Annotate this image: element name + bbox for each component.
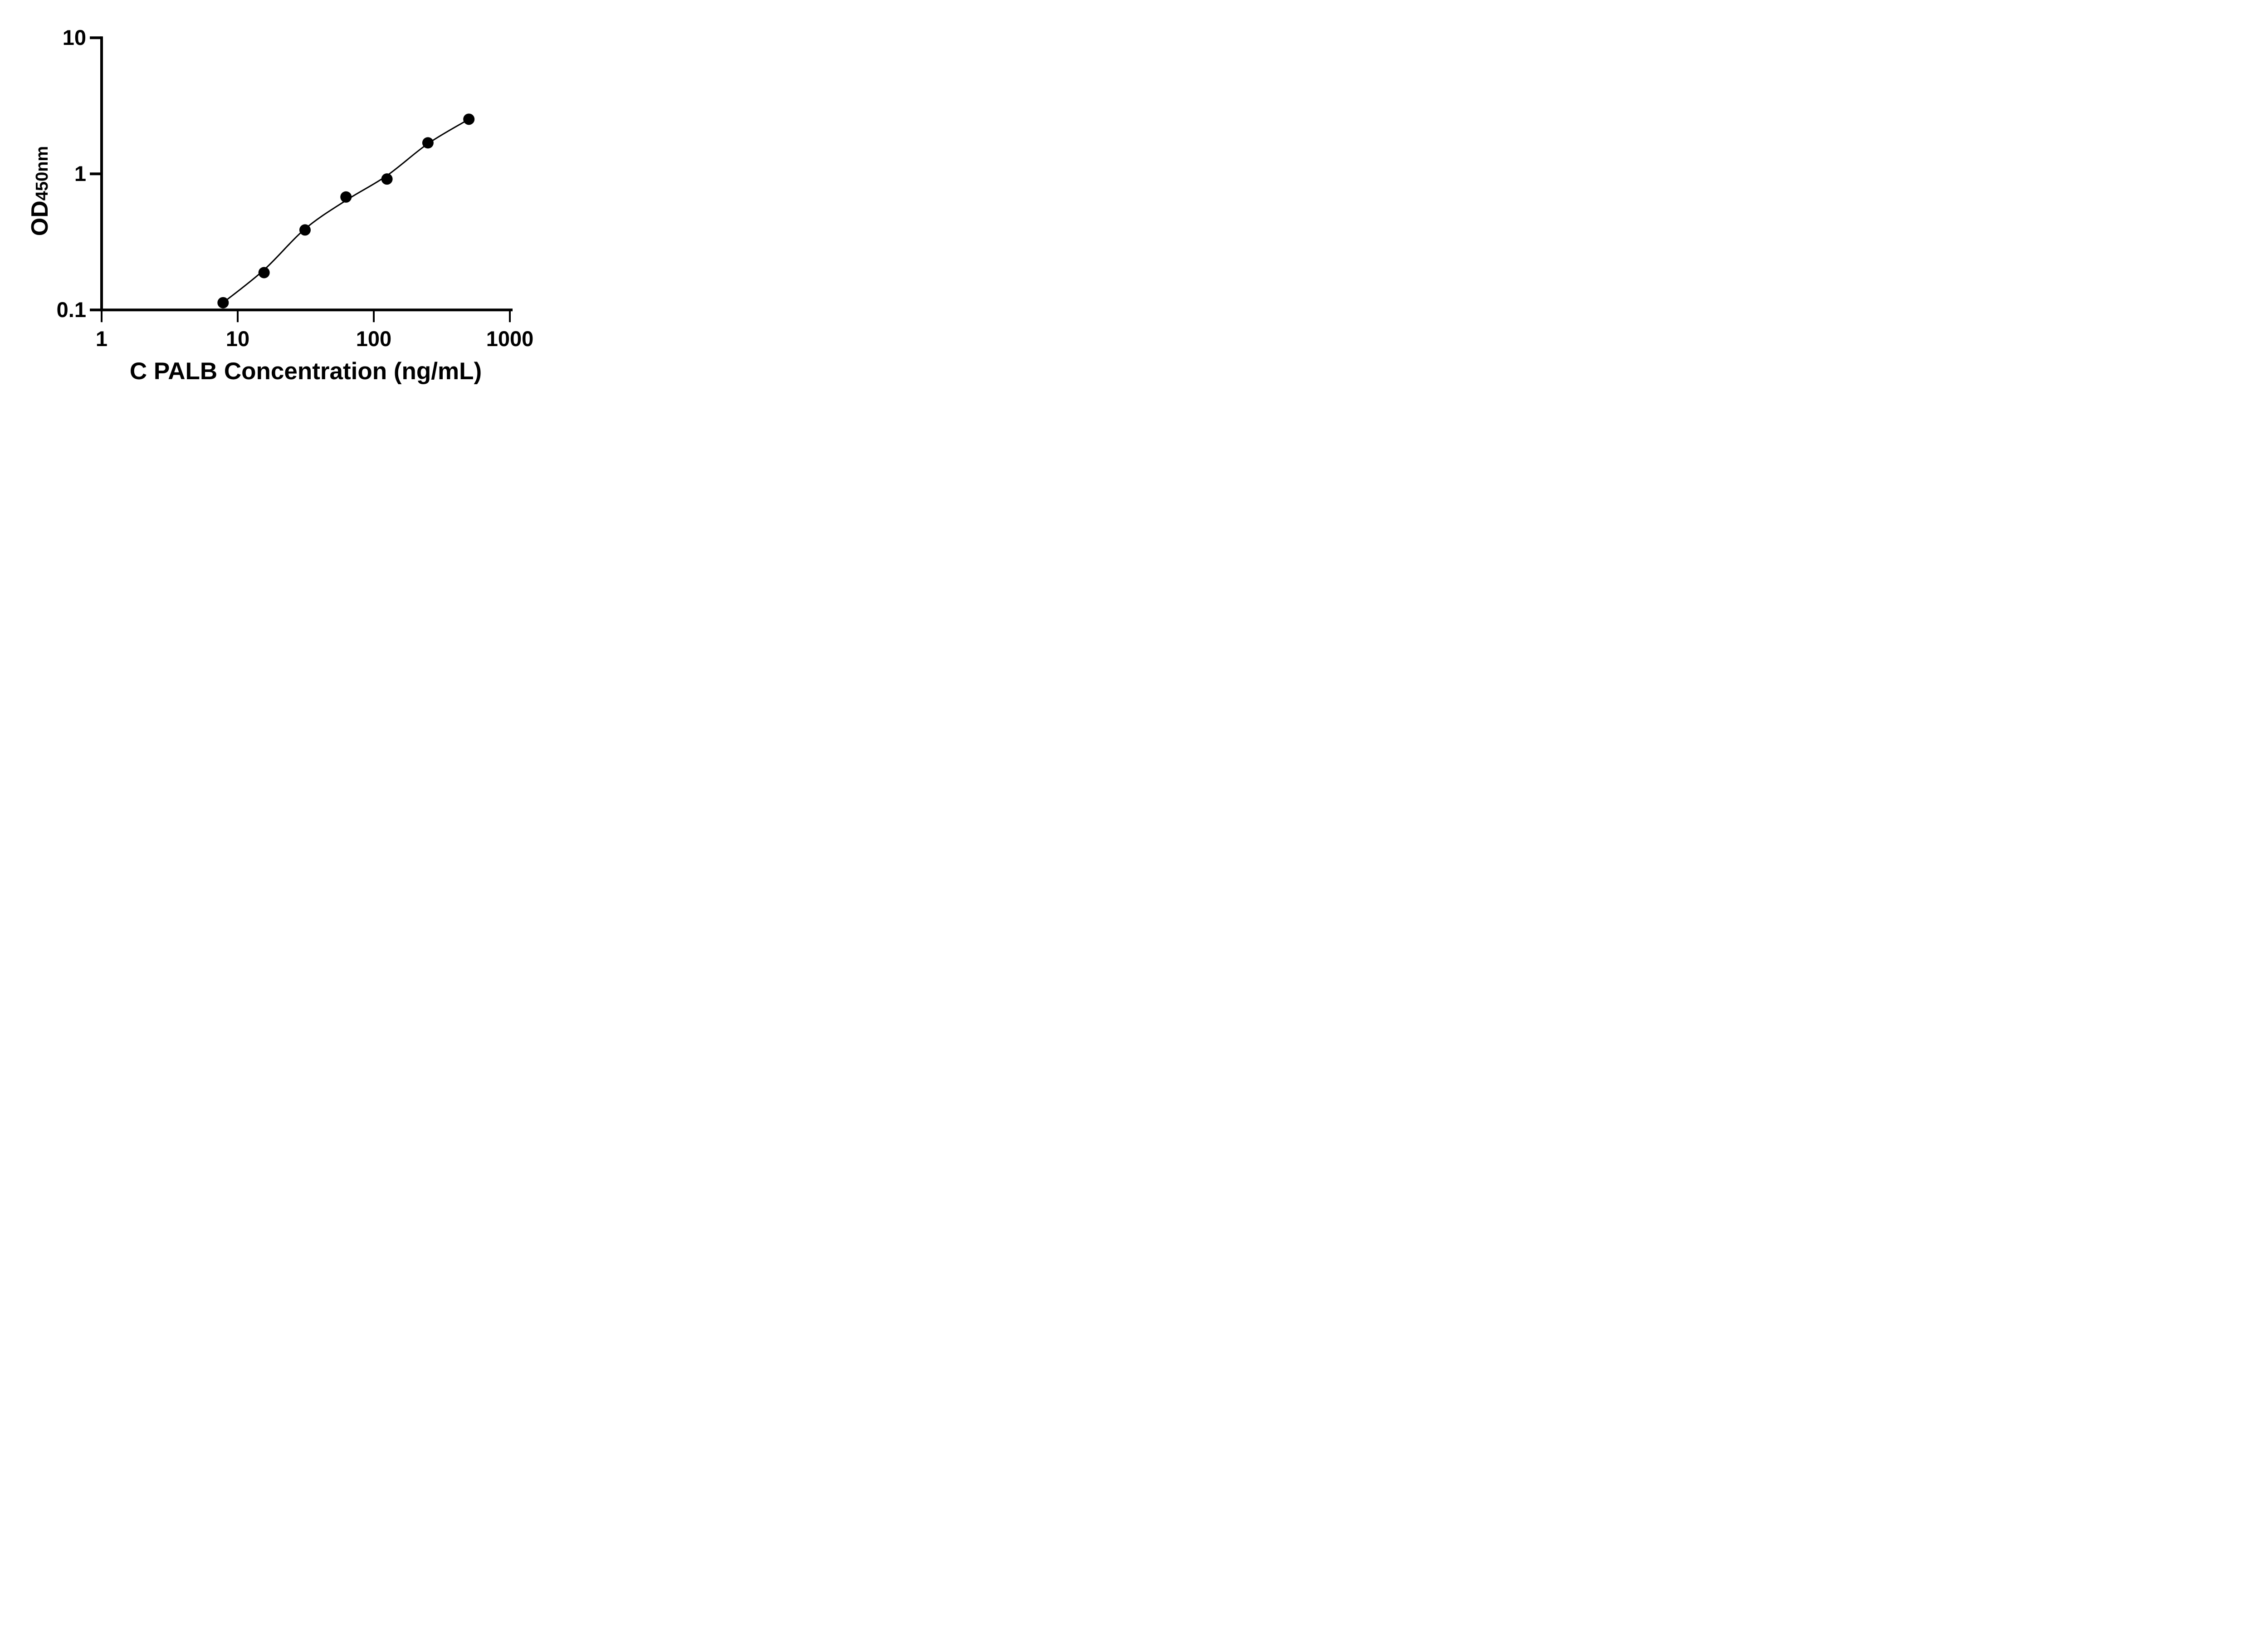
x-axis-title: C PALB Concentration (ng/mL) xyxy=(129,358,482,385)
y-tick-label: 1 xyxy=(74,161,86,186)
y-tick-label: 0.1 xyxy=(56,298,86,322)
x-tick-label: 10 xyxy=(225,327,250,351)
x-tick-label: 100 xyxy=(356,327,392,351)
data-point-marker xyxy=(258,267,270,279)
data-point-marker xyxy=(217,297,229,308)
y-axis-title: OD450nm xyxy=(26,146,54,236)
x-tick-label: 1000 xyxy=(486,327,534,351)
data-point-marker xyxy=(340,191,352,203)
data-point-marker xyxy=(299,224,311,236)
y-tick-label: 10 xyxy=(62,25,86,50)
x-tick-label: 1 xyxy=(95,327,108,351)
data-point-marker xyxy=(463,113,475,125)
y-axis-title-subscript: 450nm xyxy=(33,146,52,201)
standard-curve-plot xyxy=(90,36,513,323)
data-point-marker xyxy=(422,137,434,149)
data-point-marker xyxy=(381,173,393,185)
y-axis-title-main: OD xyxy=(27,200,53,236)
standard-curve-figure: 10 1 0.1 1 10 100 1000 C PALB Concentration (n… xyxy=(0,0,572,408)
